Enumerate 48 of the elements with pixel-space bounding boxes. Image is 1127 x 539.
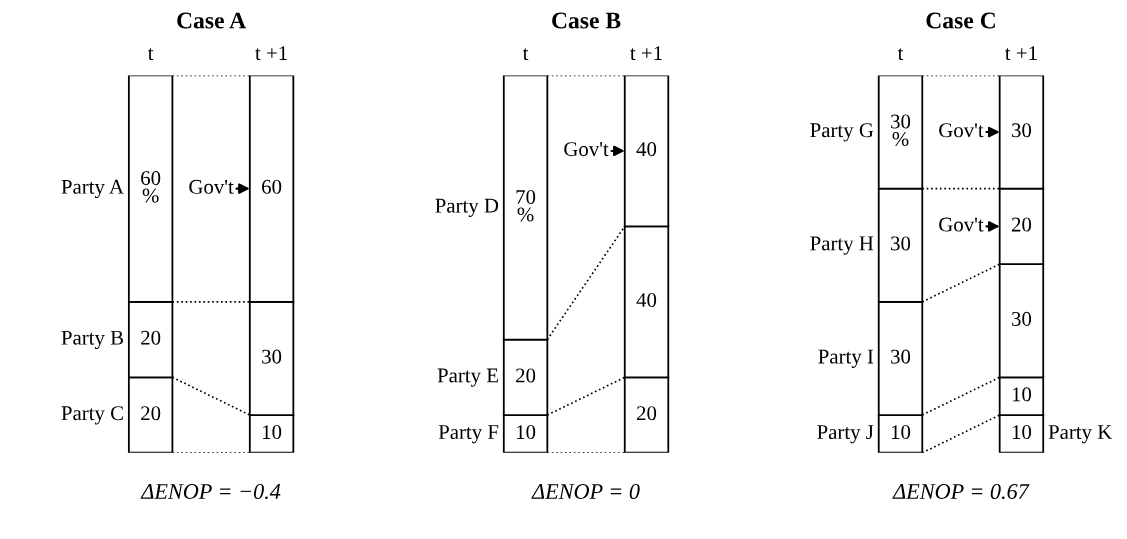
x-tick-label: t +1 — [630, 46, 662, 61]
data-label: 10 — [1012, 425, 1032, 440]
series-label: Party I — [818, 349, 874, 368]
data-label: 20 — [141, 330, 161, 345]
series-label: Party H — [810, 236, 874, 255]
data-label: 40 — [636, 142, 657, 157]
data-label: 70 % — [516, 189, 536, 222]
data-label: 60 — [262, 179, 282, 194]
chart-title: Case B — [552, 12, 621, 29]
data-label: 30 % — [891, 114, 911, 147]
data-label: 30 — [891, 236, 911, 251]
data-label: 30 — [891, 349, 911, 364]
data-label: 30 — [1012, 311, 1032, 326]
data-label: 20 — [516, 368, 536, 383]
data-label: 20 — [1011, 217, 1032, 232]
data-label: 30 — [1012, 123, 1032, 138]
x-axis-title: ΔENOP = 0.67 — [892, 483, 1030, 500]
x-tick-label: t — [897, 48, 904, 61]
annotation: Gov't — [564, 142, 609, 157]
data-label: 10 — [263, 425, 282, 440]
x-tick-label: t — [522, 48, 529, 61]
chart-title: Case A — [177, 12, 247, 29]
x-axis-title: ΔENOP = 0 — [531, 483, 640, 499]
x-tick-label: t +1 — [1005, 46, 1037, 61]
annotation: Gov't — [939, 217, 984, 232]
chart-title: Case C — [926, 12, 995, 29]
data-label: 10 — [1012, 387, 1032, 402]
data-label: 10 — [891, 425, 911, 440]
data-label: 40 — [636, 293, 657, 308]
data-label: 10 — [516, 425, 536, 440]
series-label: Party G — [810, 123, 874, 142]
x-tick-label: t — [147, 48, 154, 61]
series-label: Party F — [438, 425, 499, 444]
x-tick-label: t +1 — [255, 46, 287, 61]
series-label: Party A — [61, 179, 124, 199]
legend-label: Party K — [1048, 425, 1113, 444]
series-label: Party J — [817, 425, 874, 444]
annotation: Gov't — [189, 179, 234, 194]
series-label: Party E — [437, 368, 498, 387]
series-label: Party D — [435, 198, 499, 217]
series-label: Party B — [61, 330, 124, 350]
series-label: Party C — [61, 406, 123, 425]
data-label: 30 — [262, 349, 282, 364]
annotation: Gov't — [939, 123, 984, 138]
x-axis-title: ΔENOP = −0.4 — [140, 483, 281, 500]
data-label: 20 — [141, 406, 161, 421]
data-label: 60 % — [141, 171, 161, 203]
data-label: 20 — [637, 406, 657, 421]
